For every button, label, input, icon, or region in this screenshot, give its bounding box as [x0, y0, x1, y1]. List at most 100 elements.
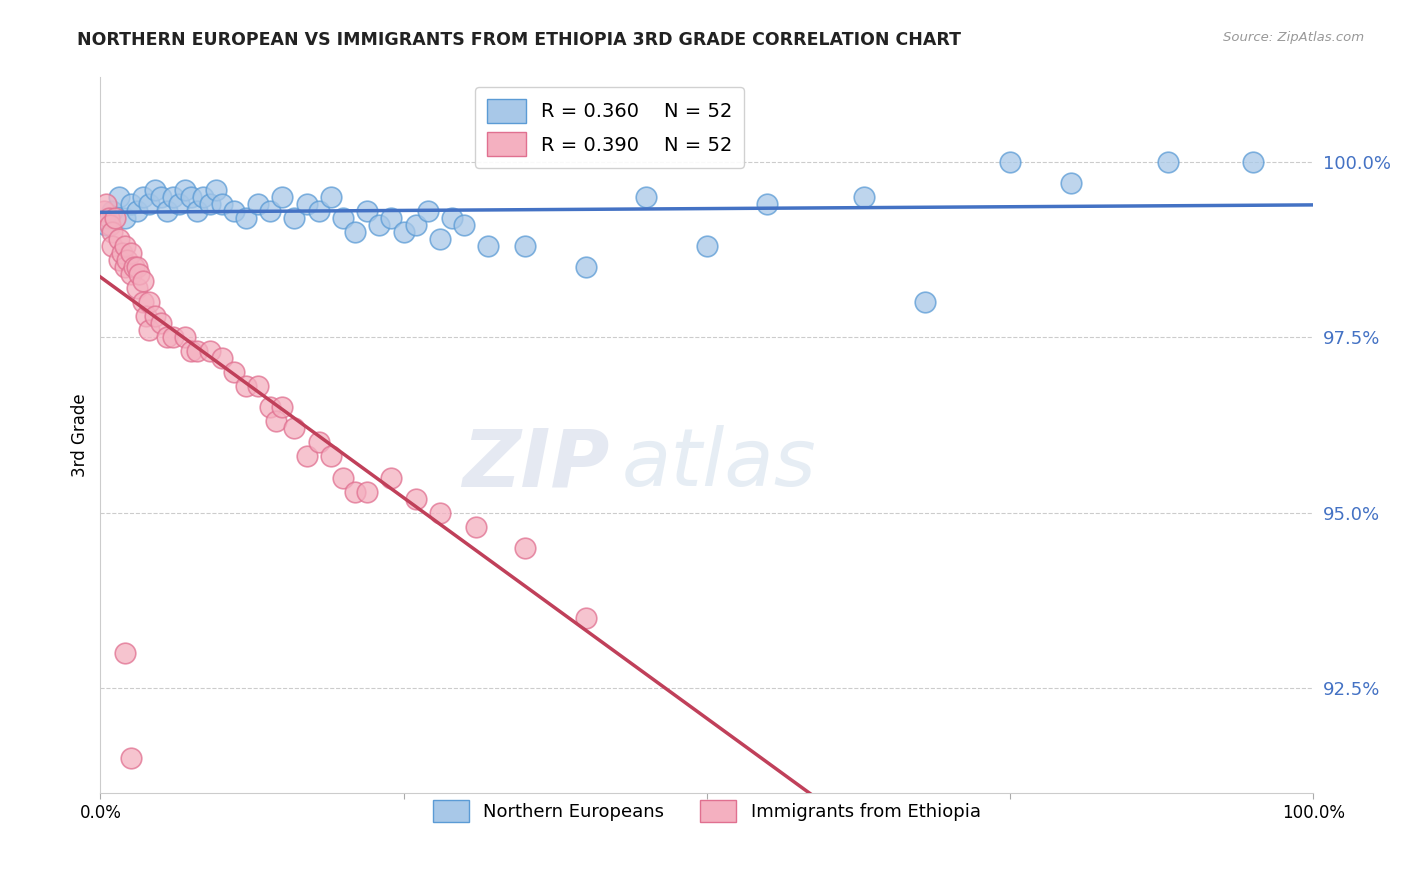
Point [1241, 154, 1264, 169]
Point [138, 295, 160, 310]
Point [574, 611, 596, 625]
Point [132, 295, 155, 310]
Point [235, 379, 257, 393]
Point [271, 190, 294, 204]
Point [93, 203, 115, 218]
Legend: Northern Europeans, Immigrants from Ethiopia: Northern Europeans, Immigrants from Ethi… [420, 787, 994, 834]
Point [513, 541, 536, 555]
Point [143, 183, 166, 197]
Point [392, 225, 415, 239]
Point [344, 225, 367, 239]
Point [104, 211, 127, 225]
Point [162, 330, 184, 344]
Point [756, 196, 779, 211]
Point [636, 190, 658, 204]
Point [308, 435, 330, 450]
Point [696, 239, 718, 253]
Point [380, 470, 402, 484]
Point [114, 260, 136, 274]
Point [97, 211, 120, 225]
Point [101, 203, 124, 218]
Point [115, 252, 138, 267]
Point [332, 470, 354, 484]
Y-axis label: 3rd Grade: 3rd Grade [72, 393, 89, 477]
Point [295, 196, 318, 211]
Point [574, 260, 596, 274]
Point [101, 225, 124, 239]
Point [308, 203, 330, 218]
Point [111, 246, 134, 260]
Point [283, 421, 305, 435]
Point [405, 491, 427, 506]
Point [120, 196, 142, 211]
Point [453, 218, 475, 232]
Point [186, 203, 208, 218]
Point [429, 506, 451, 520]
Point [271, 401, 294, 415]
Text: ZIP: ZIP [463, 425, 610, 503]
Point [107, 190, 129, 204]
Point [198, 196, 221, 211]
Text: NORTHERN EUROPEAN VS IMMIGRANTS FROM ETHIOPIA 3RD GRADE CORRELATION CHART: NORTHERN EUROPEAN VS IMMIGRANTS FROM ETH… [77, 31, 962, 49]
Point [211, 351, 233, 366]
Point [180, 344, 202, 359]
Point [247, 379, 270, 393]
Point [124, 260, 146, 274]
Point [162, 190, 184, 204]
Point [204, 183, 226, 197]
Point [101, 239, 124, 253]
Point [222, 203, 245, 218]
Point [125, 260, 148, 274]
Point [98, 218, 121, 232]
Point [125, 281, 148, 295]
Point [114, 211, 136, 225]
Point [143, 309, 166, 323]
Point [114, 646, 136, 660]
Point [319, 190, 342, 204]
Point [441, 211, 464, 225]
Point [914, 295, 936, 310]
Point [120, 751, 142, 765]
Point [344, 484, 367, 499]
Point [132, 190, 155, 204]
Point [96, 218, 118, 232]
Point [120, 246, 142, 260]
Point [259, 203, 281, 218]
Point [1060, 176, 1083, 190]
Text: Source: ZipAtlas.com: Source: ZipAtlas.com [1223, 31, 1364, 45]
Point [174, 183, 197, 197]
Point [156, 330, 179, 344]
Point [180, 190, 202, 204]
Point [138, 196, 160, 211]
Point [174, 330, 197, 344]
Point [264, 414, 287, 428]
Point [465, 519, 488, 533]
Point [247, 196, 270, 211]
Point [356, 484, 378, 499]
Point [167, 196, 190, 211]
Point [235, 211, 257, 225]
Point [138, 323, 160, 337]
Point [477, 239, 499, 253]
Point [198, 344, 221, 359]
Text: atlas: atlas [621, 425, 817, 503]
Point [150, 316, 173, 330]
Point [998, 154, 1021, 169]
Point [211, 196, 233, 211]
Point [135, 309, 157, 323]
Point [405, 218, 427, 232]
Point [114, 239, 136, 253]
Point [125, 203, 148, 218]
Point [368, 218, 391, 232]
Point [132, 274, 155, 288]
Point [96, 196, 118, 211]
Point [186, 344, 208, 359]
Point [295, 450, 318, 464]
Point [513, 239, 536, 253]
Point [356, 203, 378, 218]
Point [259, 401, 281, 415]
Point [380, 211, 402, 225]
Point [853, 190, 876, 204]
Point [283, 211, 305, 225]
Point [120, 267, 142, 281]
